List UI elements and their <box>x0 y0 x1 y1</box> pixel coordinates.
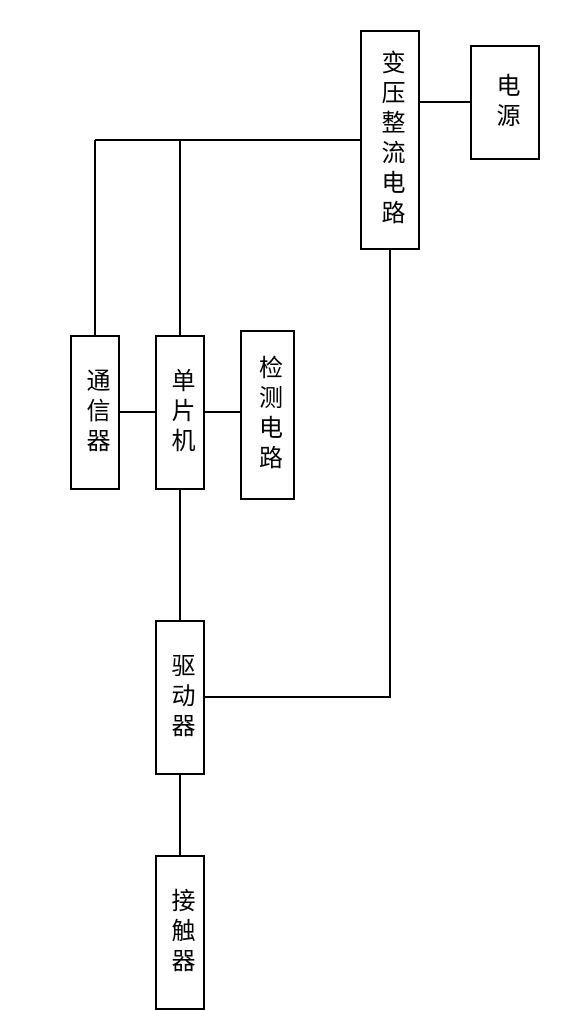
node-comm: 通信器 <box>70 335 120 490</box>
node-driver: 驱动器 <box>155 620 205 775</box>
node-detect: 检测电路 <box>240 330 295 500</box>
node-comm-label: 通信器 <box>83 368 107 458</box>
node-mcu: 单片机 <box>155 335 205 490</box>
node-detect-label: 检测电路 <box>256 355 280 475</box>
node-rectifier-label: 变压整流电路 <box>378 50 402 230</box>
node-driver-label: 驱动器 <box>168 653 192 743</box>
node-power: 电源 <box>470 45 540 160</box>
node-mcu-label: 单片机 <box>168 368 192 458</box>
node-contactor: 接触器 <box>155 855 205 1010</box>
node-rectifier: 变压整流电路 <box>360 30 420 250</box>
node-contactor-label: 接触器 <box>168 888 192 978</box>
block-diagram: 电源 变压整流电路 通信器 单片机 检测电路 驱动器 接触器 <box>0 0 580 1000</box>
node-power-label: 电源 <box>493 73 517 133</box>
